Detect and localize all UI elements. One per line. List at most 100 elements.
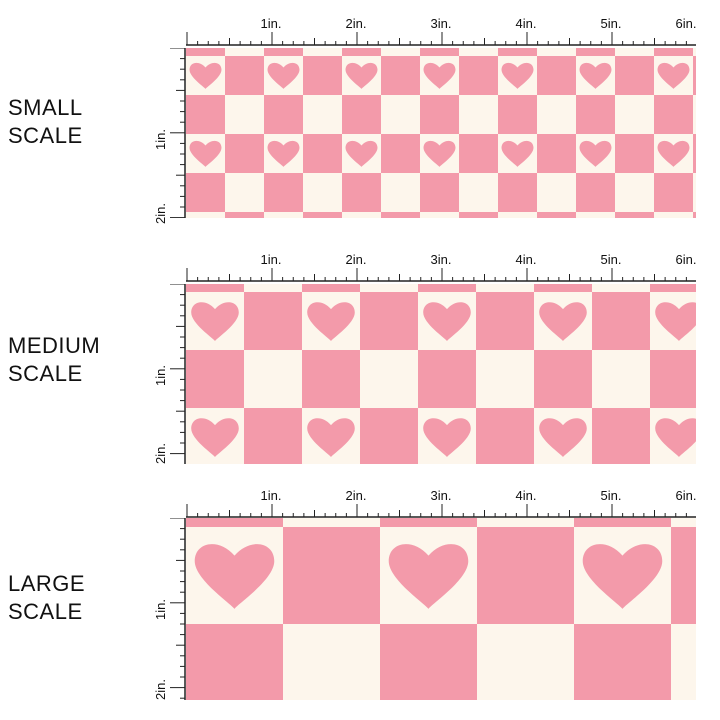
pink-square — [342, 173, 381, 212]
heart-icon — [345, 140, 378, 167]
ruler-tick-label: 1in. — [260, 488, 282, 503]
pink-square — [654, 173, 693, 212]
ruler-tick-label: 4in. — [515, 488, 537, 503]
pink-square — [264, 173, 303, 212]
small-scale-label: SMALL SCALE — [8, 95, 83, 148]
pink-square — [244, 408, 302, 464]
pink-square — [615, 212, 654, 218]
pink-square — [303, 56, 342, 95]
pink-square — [693, 212, 696, 218]
heart-icon — [423, 140, 456, 167]
pink-square — [574, 624, 671, 700]
heart-icon — [307, 302, 355, 341]
heart-icon — [189, 62, 222, 89]
pink-square — [303, 134, 342, 173]
large-left-ruler: 1in. 2in. — [150, 518, 186, 700]
pink-square — [537, 134, 576, 173]
pink-square — [576, 173, 615, 212]
pink-square — [380, 624, 477, 700]
pink-square — [186, 350, 244, 408]
pink-square — [459, 56, 498, 95]
pink-square — [381, 212, 420, 218]
pink-square — [534, 350, 592, 408]
small-scale-swatch — [186, 48, 696, 218]
ruler-tick-label: 5in. — [600, 488, 622, 503]
pink-square — [264, 95, 303, 134]
pink-square — [186, 624, 283, 700]
ruler-tick-label: 4in. — [515, 252, 537, 267]
heart-icon — [423, 302, 471, 341]
pink-square — [498, 95, 537, 134]
pink-square — [302, 350, 360, 408]
medium-scale-swatch — [186, 284, 696, 464]
pink-square — [186, 173, 225, 212]
pink-square — [303, 212, 342, 218]
pink-square — [360, 292, 418, 350]
pink-square — [537, 212, 576, 218]
pink-square — [592, 292, 650, 350]
large-top-ruler: 1in. 2in. 3in. 4in. 5in. 6in. — [186, 488, 696, 518]
pink-square — [654, 95, 693, 134]
heart-icon — [194, 544, 275, 609]
pink-square — [615, 56, 654, 95]
heart-icon — [657, 62, 690, 89]
pink-square — [459, 212, 498, 218]
ruler-tick-label: 1in. — [260, 252, 282, 267]
ruler-tick-label: 2in. — [345, 488, 367, 503]
heart-icon — [657, 140, 690, 167]
ruler-tick-label: 1in. — [260, 16, 282, 31]
medium-scale-label: MEDIUM SCALE — [8, 333, 101, 386]
pink-square — [342, 95, 381, 134]
pink-square — [693, 56, 696, 95]
heart-icon — [191, 302, 239, 341]
pink-square — [420, 95, 459, 134]
ruler-tick-label: 2in. — [345, 252, 367, 267]
pink-square — [420, 173, 459, 212]
heart-icon — [423, 62, 456, 89]
pink-square — [498, 173, 537, 212]
pink-square — [225, 212, 264, 218]
heart-icon — [267, 62, 300, 89]
pink-square — [650, 350, 696, 408]
medium-left-ruler: 1in. 2in. — [150, 284, 186, 464]
pink-square — [186, 95, 225, 134]
pink-square — [225, 56, 264, 95]
large-scale-swatch — [186, 518, 696, 700]
heart-icon — [582, 544, 663, 609]
ruler-tick-label: 3in. — [430, 16, 452, 31]
pink-square — [244, 292, 302, 350]
pink-square — [283, 527, 380, 624]
ruler-tick-label: 2in. — [345, 16, 367, 31]
heart-icon — [655, 418, 696, 457]
pink-square — [459, 134, 498, 173]
ruler-tick-label: 3in. — [430, 252, 452, 267]
pink-square — [381, 134, 420, 173]
heart-icon — [423, 418, 471, 457]
ruler-tick-label: 6in. — [675, 252, 697, 267]
ruler-tick-label: 3in. — [430, 488, 452, 503]
ruler-tick-label: 6in. — [675, 488, 697, 503]
heart-icon — [345, 62, 378, 89]
pink-square — [418, 350, 476, 408]
ruler-tick-label: 6in. — [675, 16, 697, 31]
heart-icon — [189, 140, 222, 167]
pink-square — [476, 292, 534, 350]
medium-top-ruler: 1in. 2in. 3in. 4in. 5in. 6in. — [186, 252, 696, 282]
pink-square — [693, 134, 696, 173]
pink-square — [225, 134, 264, 173]
heart-icon — [655, 302, 696, 341]
pink-square — [671, 527, 696, 624]
ruler-tick-label: 5in. — [600, 16, 622, 31]
pink-square — [615, 134, 654, 173]
small-left-ruler: 1in. 2in. — [150, 48, 186, 224]
pink-square — [576, 95, 615, 134]
pink-square — [537, 56, 576, 95]
pink-square — [476, 408, 534, 464]
heart-icon — [579, 140, 612, 167]
pink-square — [592, 408, 650, 464]
heart-icon — [501, 140, 534, 167]
heart-icon — [267, 140, 300, 167]
heart-icon — [388, 544, 469, 609]
heart-icon — [307, 418, 355, 457]
ruler-tick-label: 5in. — [600, 252, 622, 267]
